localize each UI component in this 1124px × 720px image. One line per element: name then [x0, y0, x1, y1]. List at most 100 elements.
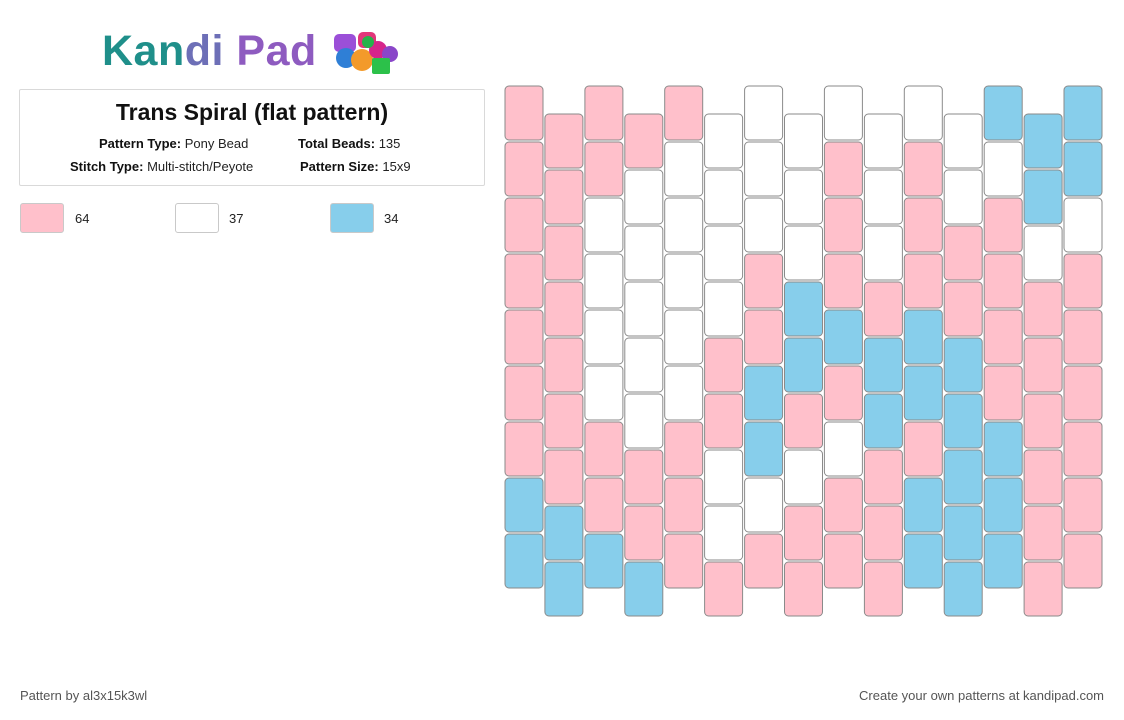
bead: [823, 197, 863, 253]
bead: [544, 505, 584, 561]
bead: [823, 141, 863, 197]
bead: [504, 533, 544, 589]
bead: [823, 85, 863, 141]
bead: [624, 393, 664, 449]
pattern-author: Pattern by al3x15k3wl: [20, 688, 148, 703]
bead: [1023, 281, 1063, 337]
bead: [903, 533, 943, 589]
bead: [943, 561, 983, 617]
bead: [504, 253, 544, 309]
bead: [664, 477, 704, 533]
bead: [704, 393, 744, 449]
bead: [863, 561, 903, 617]
bead: [943, 393, 983, 449]
bead: [983, 477, 1023, 533]
bead: [664, 421, 704, 477]
bead: [544, 337, 584, 393]
bead: [744, 309, 784, 365]
bead: [664, 309, 704, 365]
bead: [983, 253, 1023, 309]
bead: [664, 141, 704, 197]
bead: [784, 225, 823, 281]
bead: [863, 113, 903, 169]
bead: [544, 281, 584, 337]
bead: [903, 309, 943, 365]
bead: [784, 281, 823, 337]
bead: [983, 85, 1023, 141]
bead: [1023, 505, 1063, 561]
bead: [983, 141, 1023, 197]
bead: [863, 393, 903, 449]
kandi-pad-logo[interactable]: Kandi Pad: [102, 26, 412, 76]
color-swatch-white[interactable]: [175, 203, 219, 233]
bead: [624, 561, 664, 617]
bead: [744, 421, 784, 477]
bead: [704, 561, 744, 617]
bead: [1063, 421, 1103, 477]
bead: [1023, 561, 1063, 617]
bead: [863, 169, 903, 225]
bead: [704, 113, 744, 169]
bead: [784, 169, 823, 225]
color-swatch-pink[interactable]: [20, 203, 64, 233]
pattern-title: Trans Spiral (flat pattern): [115, 99, 389, 125]
bead: [624, 505, 664, 561]
logo-wordmark: Kandi Pad: [102, 27, 317, 75]
bead: [744, 253, 784, 309]
bead: [1023, 225, 1063, 281]
bead: [943, 169, 983, 225]
bead: [1023, 393, 1063, 449]
bead: [943, 113, 983, 169]
bead: [823, 309, 863, 365]
bead: [1063, 197, 1103, 253]
bead: [624, 113, 664, 169]
bead: [544, 393, 584, 449]
bead: [1023, 449, 1063, 505]
bead: [863, 449, 903, 505]
bead: [1063, 533, 1103, 589]
bead: [584, 197, 624, 253]
bead: [584, 421, 624, 477]
bead: [823, 421, 863, 477]
color-count-blue: 34: [384, 211, 399, 226]
bead: [903, 365, 943, 421]
beads-logo-icon: [334, 32, 398, 74]
bead: [504, 141, 544, 197]
bead: [823, 365, 863, 421]
bead: [823, 253, 863, 309]
bead: [544, 449, 584, 505]
bead: [744, 533, 784, 589]
bead: [744, 197, 784, 253]
bead: [1023, 169, 1063, 225]
bead: [863, 225, 903, 281]
bead: [624, 281, 664, 337]
bead: [664, 197, 704, 253]
bead: [1063, 85, 1103, 141]
bead: [784, 449, 823, 505]
bead: [943, 281, 983, 337]
bead: [943, 449, 983, 505]
kandipad-promo-link[interactable]: Create your own patterns at kandipad.com: [859, 688, 1104, 703]
bead: [544, 169, 584, 225]
bead: [624, 169, 664, 225]
bead: [704, 505, 744, 561]
bead: [704, 449, 744, 505]
bead: [624, 225, 664, 281]
bead: [504, 309, 544, 365]
color-swatch-blue[interactable]: [330, 203, 374, 233]
bead: [704, 169, 744, 225]
bead: [544, 561, 584, 617]
bead: [823, 533, 863, 589]
bead: [863, 337, 903, 393]
bead: [504, 85, 544, 141]
bead: [1023, 337, 1063, 393]
bead: [704, 337, 744, 393]
bead: [983, 197, 1023, 253]
bead: [903, 253, 943, 309]
bead: [1063, 309, 1103, 365]
bead: [784, 505, 823, 561]
bead: [744, 85, 784, 141]
pattern-size: Pattern Size: 15x9: [300, 159, 411, 174]
bead: [1063, 477, 1103, 533]
color-count-pink: 64: [75, 211, 90, 226]
